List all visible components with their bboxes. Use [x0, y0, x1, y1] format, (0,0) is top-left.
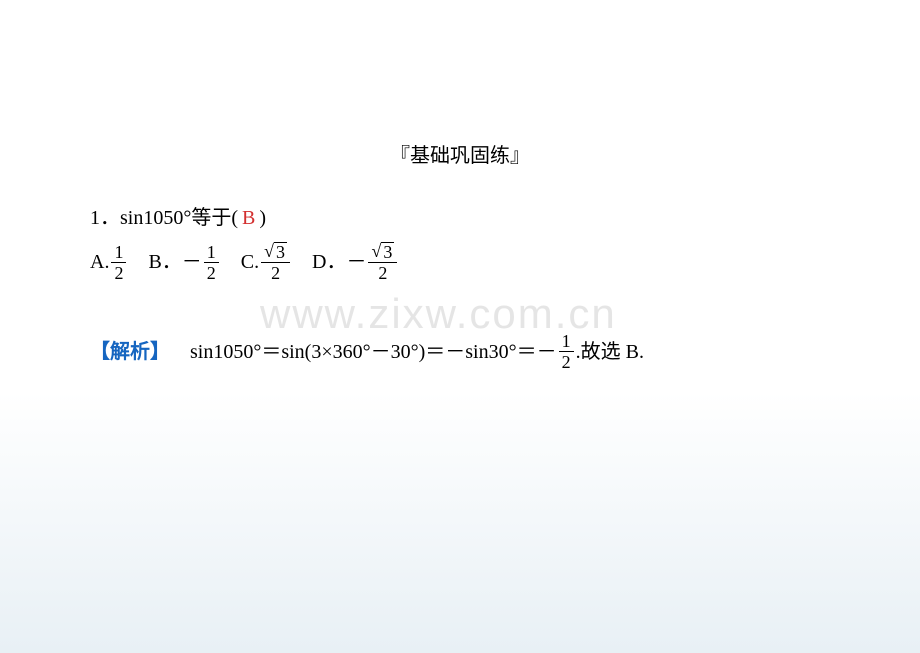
option-b-minus: －: [182, 246, 202, 278]
option-d-fraction: √ 3 2: [368, 242, 397, 282]
explanation-row: 【解析】 sin1050°＝sin(3×360°－30°)＝－sin30°＝－ …: [90, 332, 830, 371]
option-a: A. 1 2: [90, 243, 128, 282]
options-row: A. 1 2 B． － 1 2 C. √ 3: [90, 242, 830, 282]
sqrt-icon: √ 3: [371, 242, 394, 261]
explanation-frac-num: 1: [559, 332, 574, 352]
option-b-denominator: 2: [204, 263, 219, 282]
option-d-label: D．: [312, 246, 346, 278]
explanation-text-1: sin1050°＝sin(3×360°－30°)＝－sin30°＝－: [190, 336, 557, 368]
sqrt-sign: √: [371, 242, 381, 260]
sqrt-sign: √: [264, 242, 274, 260]
explanation-fraction: 1 2: [559, 332, 574, 371]
option-b-numerator: 1: [204, 243, 219, 263]
option-d: D． － √ 3 2: [312, 242, 399, 282]
option-c-fraction: √ 3 2: [261, 242, 290, 282]
option-b: B． － 1 2: [148, 243, 220, 282]
option-b-label: B．: [148, 246, 181, 278]
question-text-1: sin1050°等于(: [120, 202, 238, 234]
sqrt-icon: √ 3: [264, 242, 287, 261]
question-number: 1．: [90, 202, 120, 234]
option-c-label: C.: [241, 246, 259, 278]
option-c-denominator: 2: [268, 263, 283, 282]
question-stem: 1． sin1050°等于( B ): [90, 202, 830, 234]
content-area: 『基础巩固练』 1． sin1050°等于( B ) A. 1 2 B． － 1…: [0, 0, 920, 371]
option-d-sqrt-value: 3: [381, 242, 394, 261]
option-c-sqrt-value: 3: [274, 242, 287, 261]
option-d-numerator: √ 3: [368, 242, 397, 263]
option-d-denominator: 2: [375, 263, 390, 282]
section-title: 『基础巩固练』: [90, 140, 830, 172]
option-a-fraction: 1 2: [111, 243, 126, 282]
option-c-numerator: √ 3: [261, 242, 290, 263]
explanation-frac-den: 2: [559, 352, 574, 371]
option-a-numerator: 1: [111, 243, 126, 263]
answer-letter: B: [242, 202, 255, 234]
option-d-minus: －: [346, 246, 366, 278]
explanation-text-2: .故选 B.: [576, 336, 644, 368]
option-a-denominator: 2: [111, 263, 126, 282]
question-text-2: ): [259, 202, 266, 234]
explanation-label: 【解析】: [90, 336, 170, 368]
option-b-fraction: 1 2: [204, 243, 219, 282]
option-c: C. √ 3 2: [241, 242, 292, 282]
option-a-label: A.: [90, 246, 109, 278]
